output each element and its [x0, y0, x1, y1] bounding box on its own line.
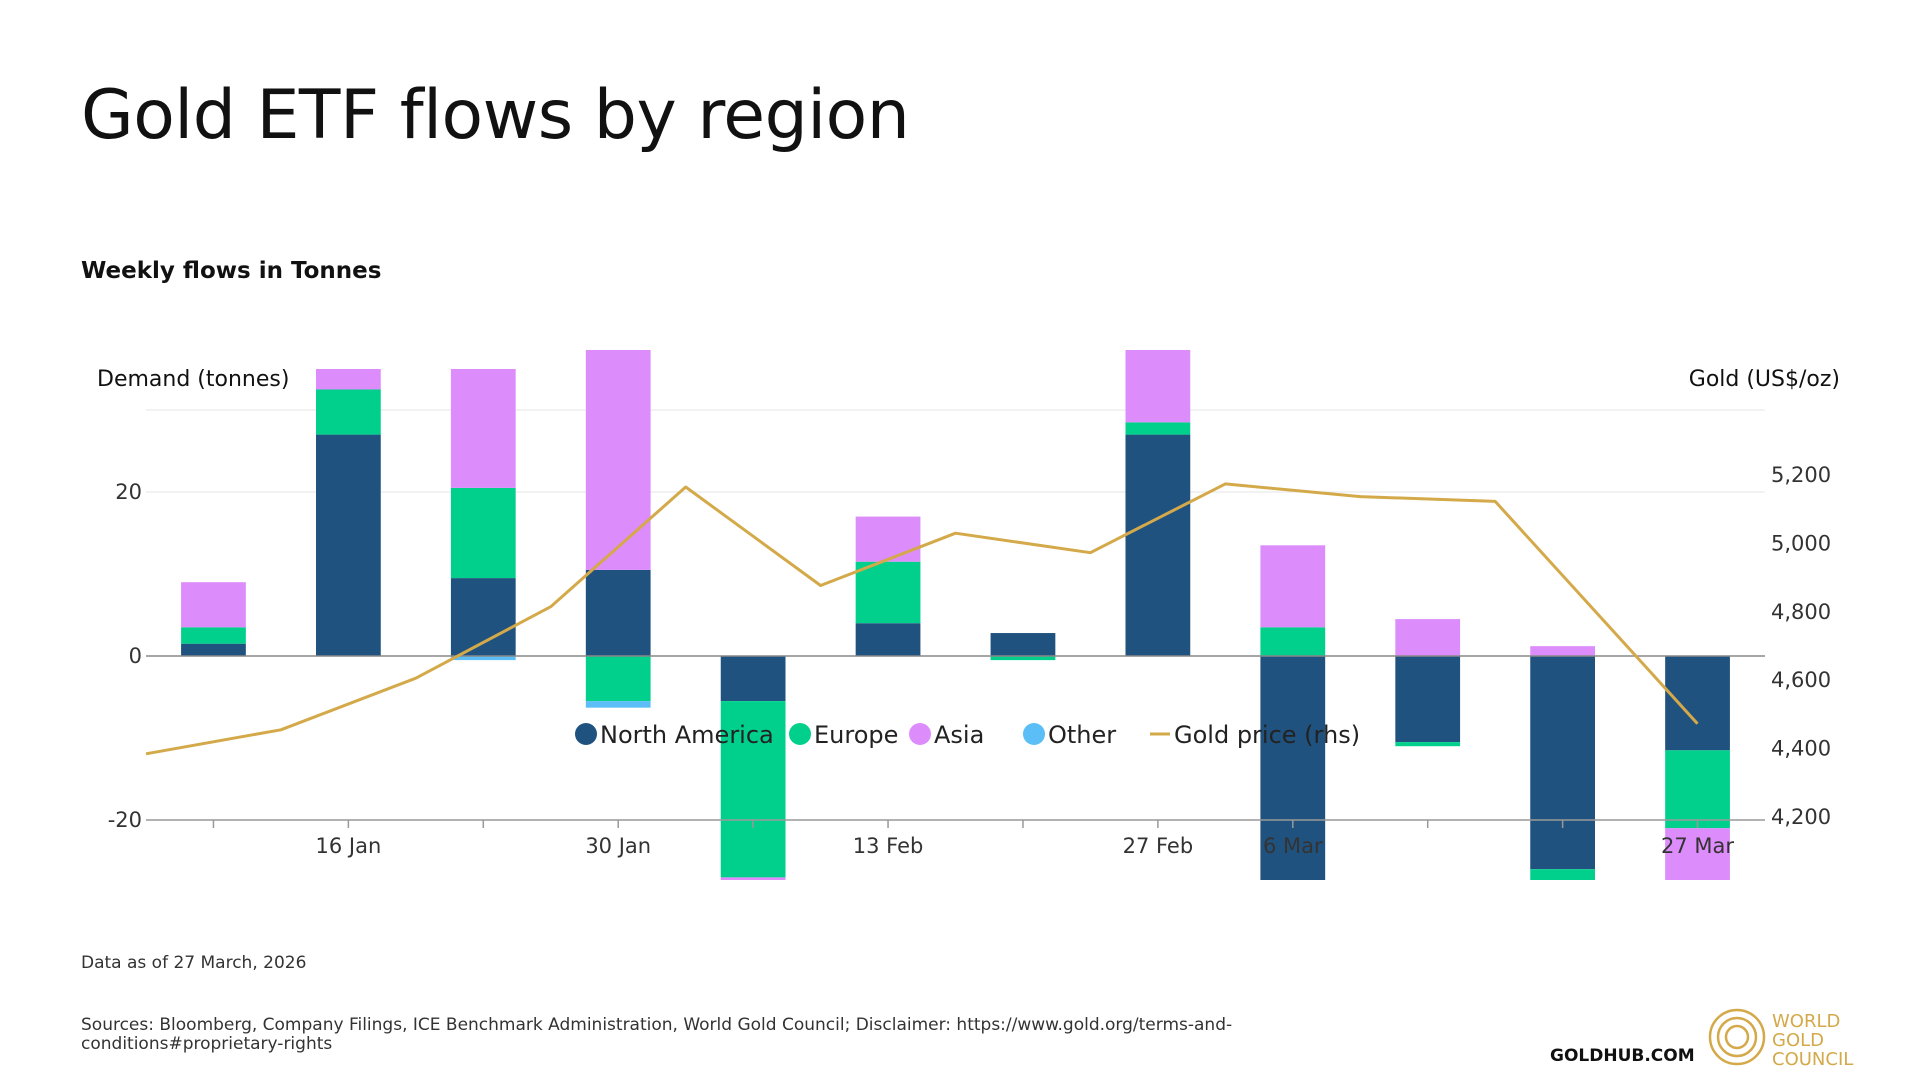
legend-item-north-america: North America	[575, 721, 774, 749]
right-axis-title: Gold (US$/oz)	[1689, 367, 1840, 392]
bar-asia-8	[1260, 545, 1326, 628]
bar-asia-5	[855, 516, 921, 562]
bar-europe-1	[315, 389, 381, 435]
bar-asia-9	[1395, 619, 1461, 656]
goldhub-link[interactable]: GOLDHUB.COM	[1550, 1046, 1695, 1066]
bar-asia-2	[450, 369, 516, 488]
bar-asia-1	[315, 369, 381, 390]
bar-asia-11	[1665, 828, 1730, 880]
legend-item-other: Other	[1023, 721, 1116, 749]
gold-price-line	[145, 482, 1699, 756]
bar-europe-3	[585, 656, 651, 702]
legend-item-asia: Asia	[909, 721, 984, 749]
bar-north-america-0	[181, 643, 246, 656]
legend-label: Europe	[814, 721, 898, 749]
logo-rings-icon	[1708, 1008, 1766, 1066]
logo-word-3: COUNCIL	[1772, 1049, 1854, 1070]
x-tick-label: 6 Mar	[1263, 834, 1323, 858]
bar-europe-11	[1665, 750, 1730, 829]
bar-europe-9	[1395, 742, 1461, 747]
left-tick-label: 0	[129, 644, 142, 668]
grid-layer	[146, 409, 1765, 821]
bar-europe-5	[855, 561, 921, 624]
bar-layer	[181, 350, 1730, 880]
bar-europe-10	[1530, 869, 1596, 880]
left-axis-title: Demand (tonnes)	[97, 367, 289, 392]
bar-europe-6	[990, 656, 1056, 661]
x-tick-label: 16 Jan	[315, 834, 381, 858]
bar-other-3	[585, 701, 651, 708]
chart-subtitle: Weekly flows in Tonnes	[81, 258, 382, 284]
bar-north-america-7	[1125, 434, 1191, 656]
x-tick-label: 27 Feb	[1123, 834, 1194, 858]
legend-label: Other	[1048, 721, 1116, 749]
bar-north-america-5	[855, 623, 921, 656]
bar-other-2	[450, 656, 516, 661]
x-tick-label: 13 Feb	[853, 834, 924, 858]
logo-word-2: GOLD	[1772, 1030, 1825, 1051]
sources-text: Sources: Bloomberg, Company Filings, ICE…	[81, 1015, 1233, 1054]
right-tick-label: 4,800	[1771, 600, 1831, 624]
right-tick-label: 4,400	[1771, 737, 1831, 761]
bar-europe-8	[1260, 627, 1326, 656]
bar-europe-7	[1125, 422, 1191, 435]
logo-word-1: WORLD	[1772, 1011, 1841, 1032]
chart-title: Gold ETF flows by region	[81, 76, 910, 155]
right-tick-label: 4,600	[1771, 668, 1831, 692]
legend-label: North America	[600, 721, 774, 749]
legend-dot-swatch-icon	[1023, 723, 1045, 745]
legend-dot-swatch-icon	[909, 723, 931, 745]
left-tick-label: 20	[115, 480, 142, 504]
axis-layer: 40200-20-405,2005,0004,8004,6004,4004,20…	[108, 463, 1831, 858]
legend-dot-swatch-icon	[789, 723, 811, 745]
world-gold-council-logo: WORLD GOLD COUNCIL	[1708, 1006, 1874, 1070]
bar-asia-7	[1125, 350, 1191, 423]
x-tick-label: 27 Mar	[1661, 834, 1734, 858]
bar-north-america-10	[1530, 656, 1596, 870]
right-tick-label: 4,200	[1771, 805, 1831, 829]
right-tick-label: 5,000	[1771, 531, 1831, 555]
bar-north-america-4	[720, 656, 786, 702]
bar-north-america-2	[450, 578, 516, 656]
bar-asia-0	[181, 582, 246, 628]
bar-north-america-3	[585, 569, 651, 656]
bar-north-america-1	[315, 434, 381, 656]
legend-item-gold-price-rhs-: Gold price (rhs)	[1150, 721, 1360, 749]
bar-asia-3	[585, 350, 651, 570]
bar-europe-2	[450, 487, 516, 579]
legend-item-europe: Europe	[789, 721, 898, 749]
bar-north-america-6	[990, 633, 1056, 656]
bar-europe-0	[181, 627, 246, 644]
left-tick-label: -20	[108, 808, 142, 832]
bar-asia-10	[1530, 646, 1596, 656]
legend-label: Asia	[934, 721, 984, 749]
bar-asia-4	[720, 877, 786, 880]
data-note: Data as of 27 March, 2026	[81, 953, 307, 973]
bar-north-america-9	[1395, 656, 1461, 743]
legend-dot-swatch-icon	[575, 723, 597, 745]
x-tick-label: 30 Jan	[585, 834, 651, 858]
bar-north-america-8	[1260, 656, 1326, 880]
bar-north-america-11	[1665, 656, 1730, 751]
legend-label: Gold price (rhs)	[1174, 721, 1360, 749]
bar-europe-4	[720, 701, 786, 878]
right-tick-label: 5,200	[1771, 463, 1831, 487]
legend: North America Europe Asia Other Gold price (…	[575, 721, 1360, 749]
chart: 40200-20-405,2005,0004,8004,6004,4004,20…	[97, 350, 1840, 880]
line-layer	[145, 482, 1699, 756]
